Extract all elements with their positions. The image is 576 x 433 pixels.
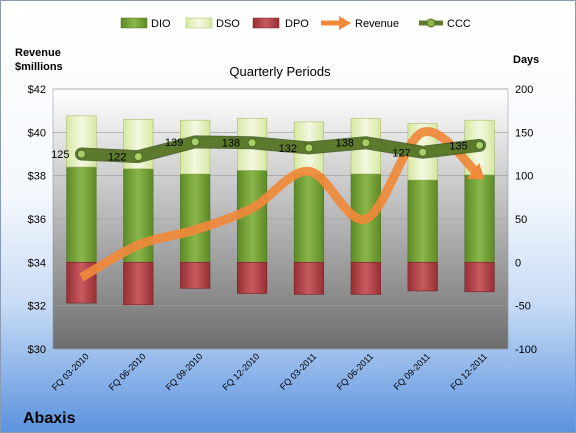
- revenue-series: [79, 127, 485, 282]
- legend-label-dpo: DPO: [285, 18, 309, 30]
- bar-dio: [464, 174, 495, 263]
- right-tick-label: -100: [515, 344, 537, 356]
- bars: [66, 115, 495, 306]
- category-label: FQ 12-2010: [220, 351, 261, 392]
- category-label: FQ 06-2010: [107, 351, 148, 392]
- legend-swatch-dpo: [252, 17, 280, 29]
- ccc-point: [361, 138, 371, 148]
- ccc-data-label: 122: [108, 152, 126, 164]
- ccc-point: [190, 137, 200, 147]
- left-tick-label: $36: [28, 214, 46, 226]
- right-tick-label: 200: [515, 84, 533, 96]
- ccc-point: [247, 138, 257, 148]
- bar-dio: [180, 173, 211, 263]
- legend: DIO DSO DPO Revenue CCC: [120, 16, 471, 30]
- left-axis: $30 $32 $34 $36 $38 $40 $42: [28, 84, 46, 356]
- category-label: FQ 12-2011: [448, 351, 489, 392]
- legend-swatch-dso: [185, 17, 213, 29]
- ccc-point: [418, 147, 428, 157]
- left-tick-label: $38: [28, 171, 46, 183]
- legend-label-ccc: CCC: [447, 18, 471, 30]
- bar-dpo: [180, 262, 211, 289]
- category-label: FQ 09-2011: [392, 351, 433, 392]
- bar-dpo: [464, 262, 495, 293]
- chart-title: Quarterly Periods: [229, 64, 331, 79]
- legend-ccc-line-icon: [419, 18, 443, 28]
- bar-dpo: [407, 262, 438, 292]
- legend-label-revenue: Revenue: [355, 18, 399, 30]
- legend-swatch-dio: [120, 17, 148, 29]
- ccc-data-label: 139: [165, 137, 183, 149]
- ccc-point: [76, 149, 86, 159]
- left-tick-label: $32: [28, 301, 46, 313]
- x-axis: FQ 03-2010 FQ 06-2010 FQ 09-2010 FQ 12-2010…: [50, 351, 489, 392]
- ccc-line: [76, 136, 485, 162]
- right-tick-label: 50: [515, 214, 527, 226]
- right-tick-label: 150: [515, 127, 533, 139]
- revenue-line: [79, 127, 483, 282]
- legend-label-dso: DSO: [216, 18, 240, 30]
- bar-dio: [66, 166, 97, 263]
- ccc-point: [304, 143, 314, 153]
- ccc-data-label: 135: [449, 140, 467, 152]
- company-name: Abaxis: [23, 410, 76, 427]
- legend-label-dio: DIO: [151, 18, 171, 30]
- ccc-data-label: 138: [335, 138, 353, 150]
- ccc-data-label: 132: [279, 143, 297, 155]
- bar-dio: [293, 173, 325, 263]
- category-label: FQ 06-2011: [335, 351, 376, 392]
- category-label: FQ 03-2010: [50, 351, 91, 392]
- right-tick-label: 0: [515, 257, 521, 269]
- left-tick-label: $30: [28, 344, 46, 356]
- left-axis-title-line1: Revenue: [15, 47, 61, 59]
- category-label: FQ 03-2011: [278, 351, 319, 392]
- ccc-data-label: 138: [222, 138, 240, 150]
- right-axis: -100 -50 0 50 100 150 200: [515, 84, 537, 356]
- ccc-data-label: 127: [392, 147, 410, 159]
- right-axis-title: Days: [513, 54, 539, 66]
- right-tick-label: 100: [515, 171, 533, 183]
- left-axis-title-line2: $millions: [15, 61, 63, 73]
- legend-arrow-icon: [321, 16, 351, 30]
- revenue-arrowhead: [467, 162, 485, 180]
- right-tick-label: -50: [515, 301, 531, 313]
- ccc-point: [475, 140, 485, 150]
- ccc-series: 125 122 139 138 132 138 127 135: [51, 135, 487, 164]
- bar-dio: [407, 179, 438, 263]
- bar-dpo: [123, 262, 154, 306]
- bar-dpo: [293, 262, 325, 295]
- left-tick-label: $40: [28, 127, 46, 139]
- left-tick-label: $42: [28, 84, 46, 96]
- left-tick-label: $34: [28, 257, 46, 269]
- ccc-data-label: 125: [51, 149, 69, 161]
- ccc-point: [133, 152, 143, 162]
- bar-dpo: [236, 262, 268, 294]
- bar-dpo: [350, 262, 381, 295]
- category-label: FQ 09-2010: [164, 351, 205, 392]
